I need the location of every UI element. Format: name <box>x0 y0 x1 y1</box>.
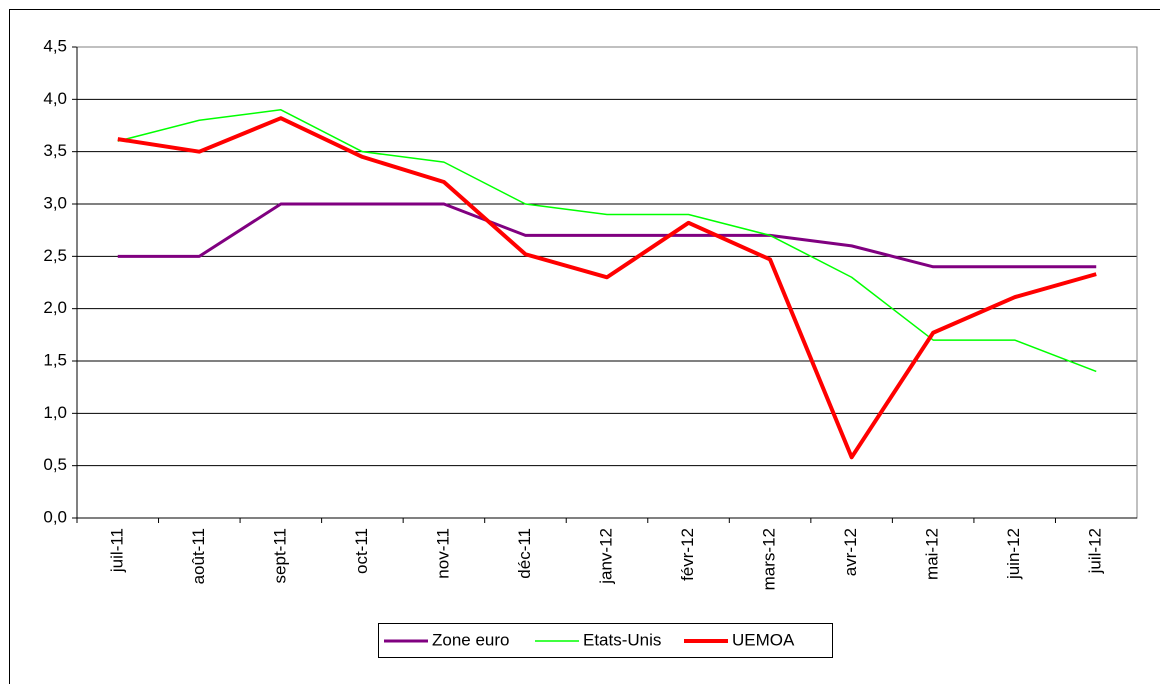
y-tick-label: 3,0 <box>43 193 67 212</box>
x-tick-label: nov-11 <box>433 528 452 579</box>
y-tick-label: 3,5 <box>43 141 67 160</box>
x-tick-label: déc-11 <box>515 528 534 579</box>
chart-frame <box>9 9 1160 684</box>
x-tick-label: mars-12 <box>760 528 779 590</box>
y-tick-label: 2,0 <box>43 298 67 317</box>
legend-label: UEMOA <box>732 630 795 649</box>
legend-box <box>378 623 833 658</box>
x-tick-label: juin-12 <box>1004 528 1023 580</box>
legend-label: Etats-Unis <box>583 630 661 649</box>
x-tick-label: juil-11 <box>107 528 126 573</box>
x-tick-label: févr-12 <box>678 528 697 581</box>
x-tick-label: août-11 <box>189 528 208 584</box>
legend-label: Zone euro <box>432 630 510 649</box>
series-line <box>117 116 1097 460</box>
y-tick-label: 1,5 <box>43 350 67 369</box>
y-tick-label: 4,0 <box>43 89 67 108</box>
y-tick-label: 1,0 <box>43 403 67 422</box>
x-tick-label: sept-11 <box>270 528 289 583</box>
x-tick-label: oct-11 <box>352 528 371 574</box>
y-tick-label: 0,0 <box>43 507 67 526</box>
series-line <box>117 109 1097 373</box>
series-line <box>117 202 1097 269</box>
y-tick-label: 0,5 <box>43 455 67 474</box>
y-tick-label: 2,5 <box>43 246 67 265</box>
x-tick-label: mai-12 <box>923 528 942 580</box>
x-tick-label: juil-12 <box>1086 528 1105 574</box>
x-tick-label: janv-12 <box>596 528 615 585</box>
y-tick-label: 4,5 <box>43 36 67 55</box>
x-tick-label: avr-12 <box>841 528 860 576</box>
